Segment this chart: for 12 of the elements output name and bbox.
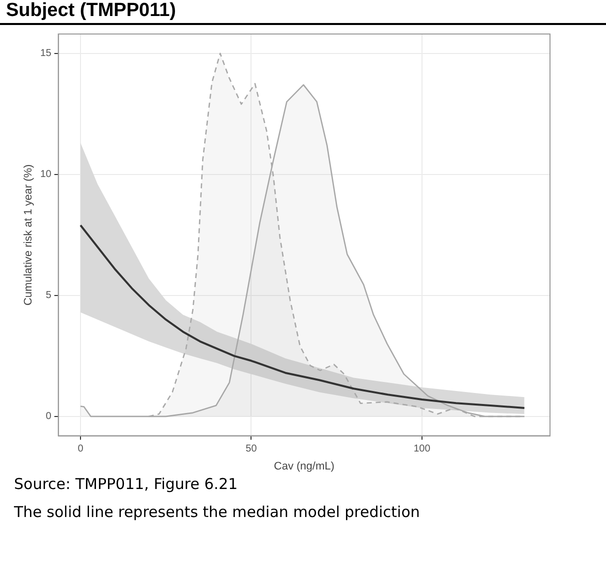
x-tick-label: 50 — [246, 444, 258, 455]
x-axis-title: Cav (ng/mL) — [274, 460, 334, 472]
y-tick-label: 5 — [46, 290, 52, 302]
y-tick-label: 10 — [40, 169, 52, 180]
chart-title: Subject (TMPP011) — [0, 0, 606, 25]
y-tick-label: 15 — [40, 48, 52, 60]
y-tick-label: 0 — [46, 411, 52, 422]
source-note: Source: TMPP011, Figure 6.21 — [14, 475, 239, 493]
x-tick-label: 100 — [414, 444, 431, 455]
x-tick-label: 0 — [78, 444, 84, 455]
y-axis-title: Cumulative risk at 1 year (%) — [22, 164, 35, 306]
text: The solid line represents the median model prediction — [14, 503, 421, 521]
